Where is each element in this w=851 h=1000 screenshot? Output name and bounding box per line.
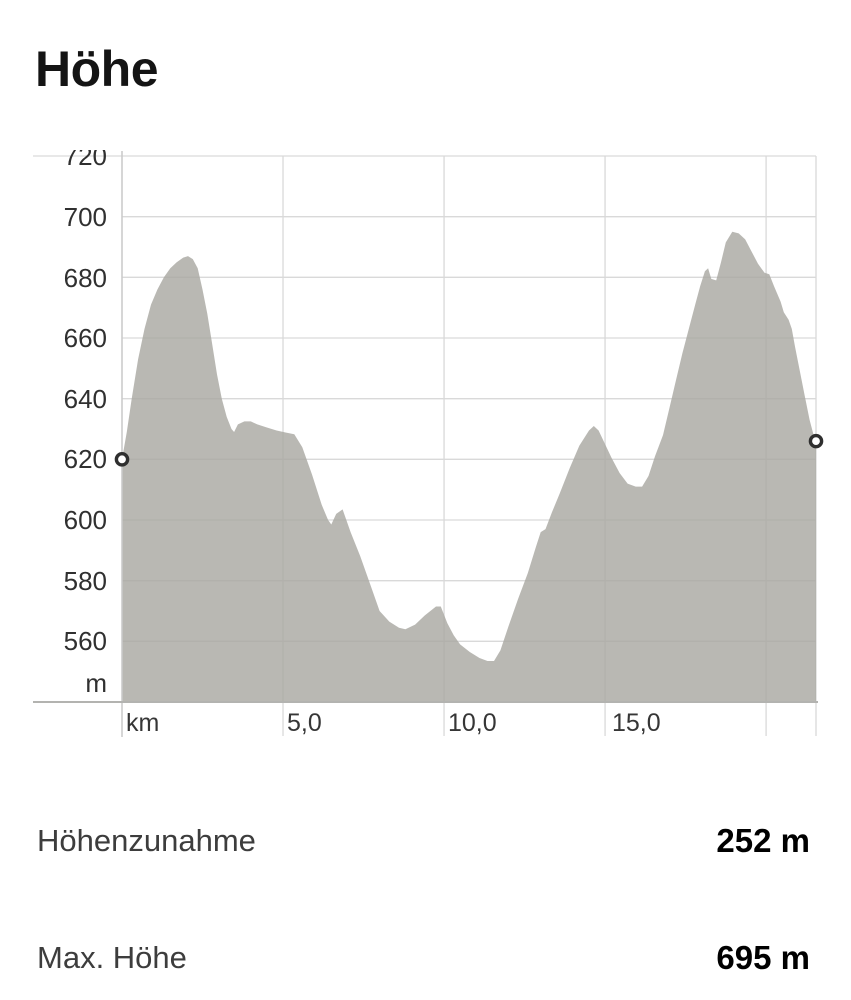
y-tick-560: 560: [63, 626, 107, 656]
elevation-gain-label: Höhenzunahme: [37, 823, 256, 858]
max-elevation-label: Max. Höhe: [37, 940, 187, 975]
x-tick-15: 15,0: [612, 709, 661, 737]
elevation-area-chart: [33, 151, 824, 737]
y-tick-660: 660: [63, 323, 107, 353]
stat-row-max-elevation: Max. Höhe 695 m: [0, 939, 851, 977]
max-elevation-value: 695 m: [716, 939, 810, 976]
y-tick-640: 640: [63, 384, 107, 414]
end-marker: [808, 433, 824, 449]
y-tick-600: 600: [63, 505, 107, 535]
elevation-area: [122, 231, 816, 703]
y-tick-680: 680: [63, 263, 107, 293]
y-tick-700: 700: [63, 202, 107, 232]
y-axis-unit-label: m: [85, 668, 107, 698]
y-tick-620: 620: [63, 444, 107, 474]
y-tick-720: 720: [63, 150, 107, 171]
elevation-gain-value: 252 m: [716, 822, 810, 859]
stat-row-elevation-gain: Höhenzunahme 252 m: [0, 822, 851, 860]
start-marker: [114, 452, 130, 467]
y-tick-580: 580: [63, 566, 107, 596]
x-tick-10: 10,0: [448, 709, 497, 737]
x-axis-unit-label: km: [126, 709, 160, 737]
x-tick-5: 5,0: [287, 709, 322, 737]
page-title: Höhe: [35, 41, 159, 97]
elevation-chart: 720 700 680 660 640 620 600 580 560 m km…: [0, 150, 851, 762]
